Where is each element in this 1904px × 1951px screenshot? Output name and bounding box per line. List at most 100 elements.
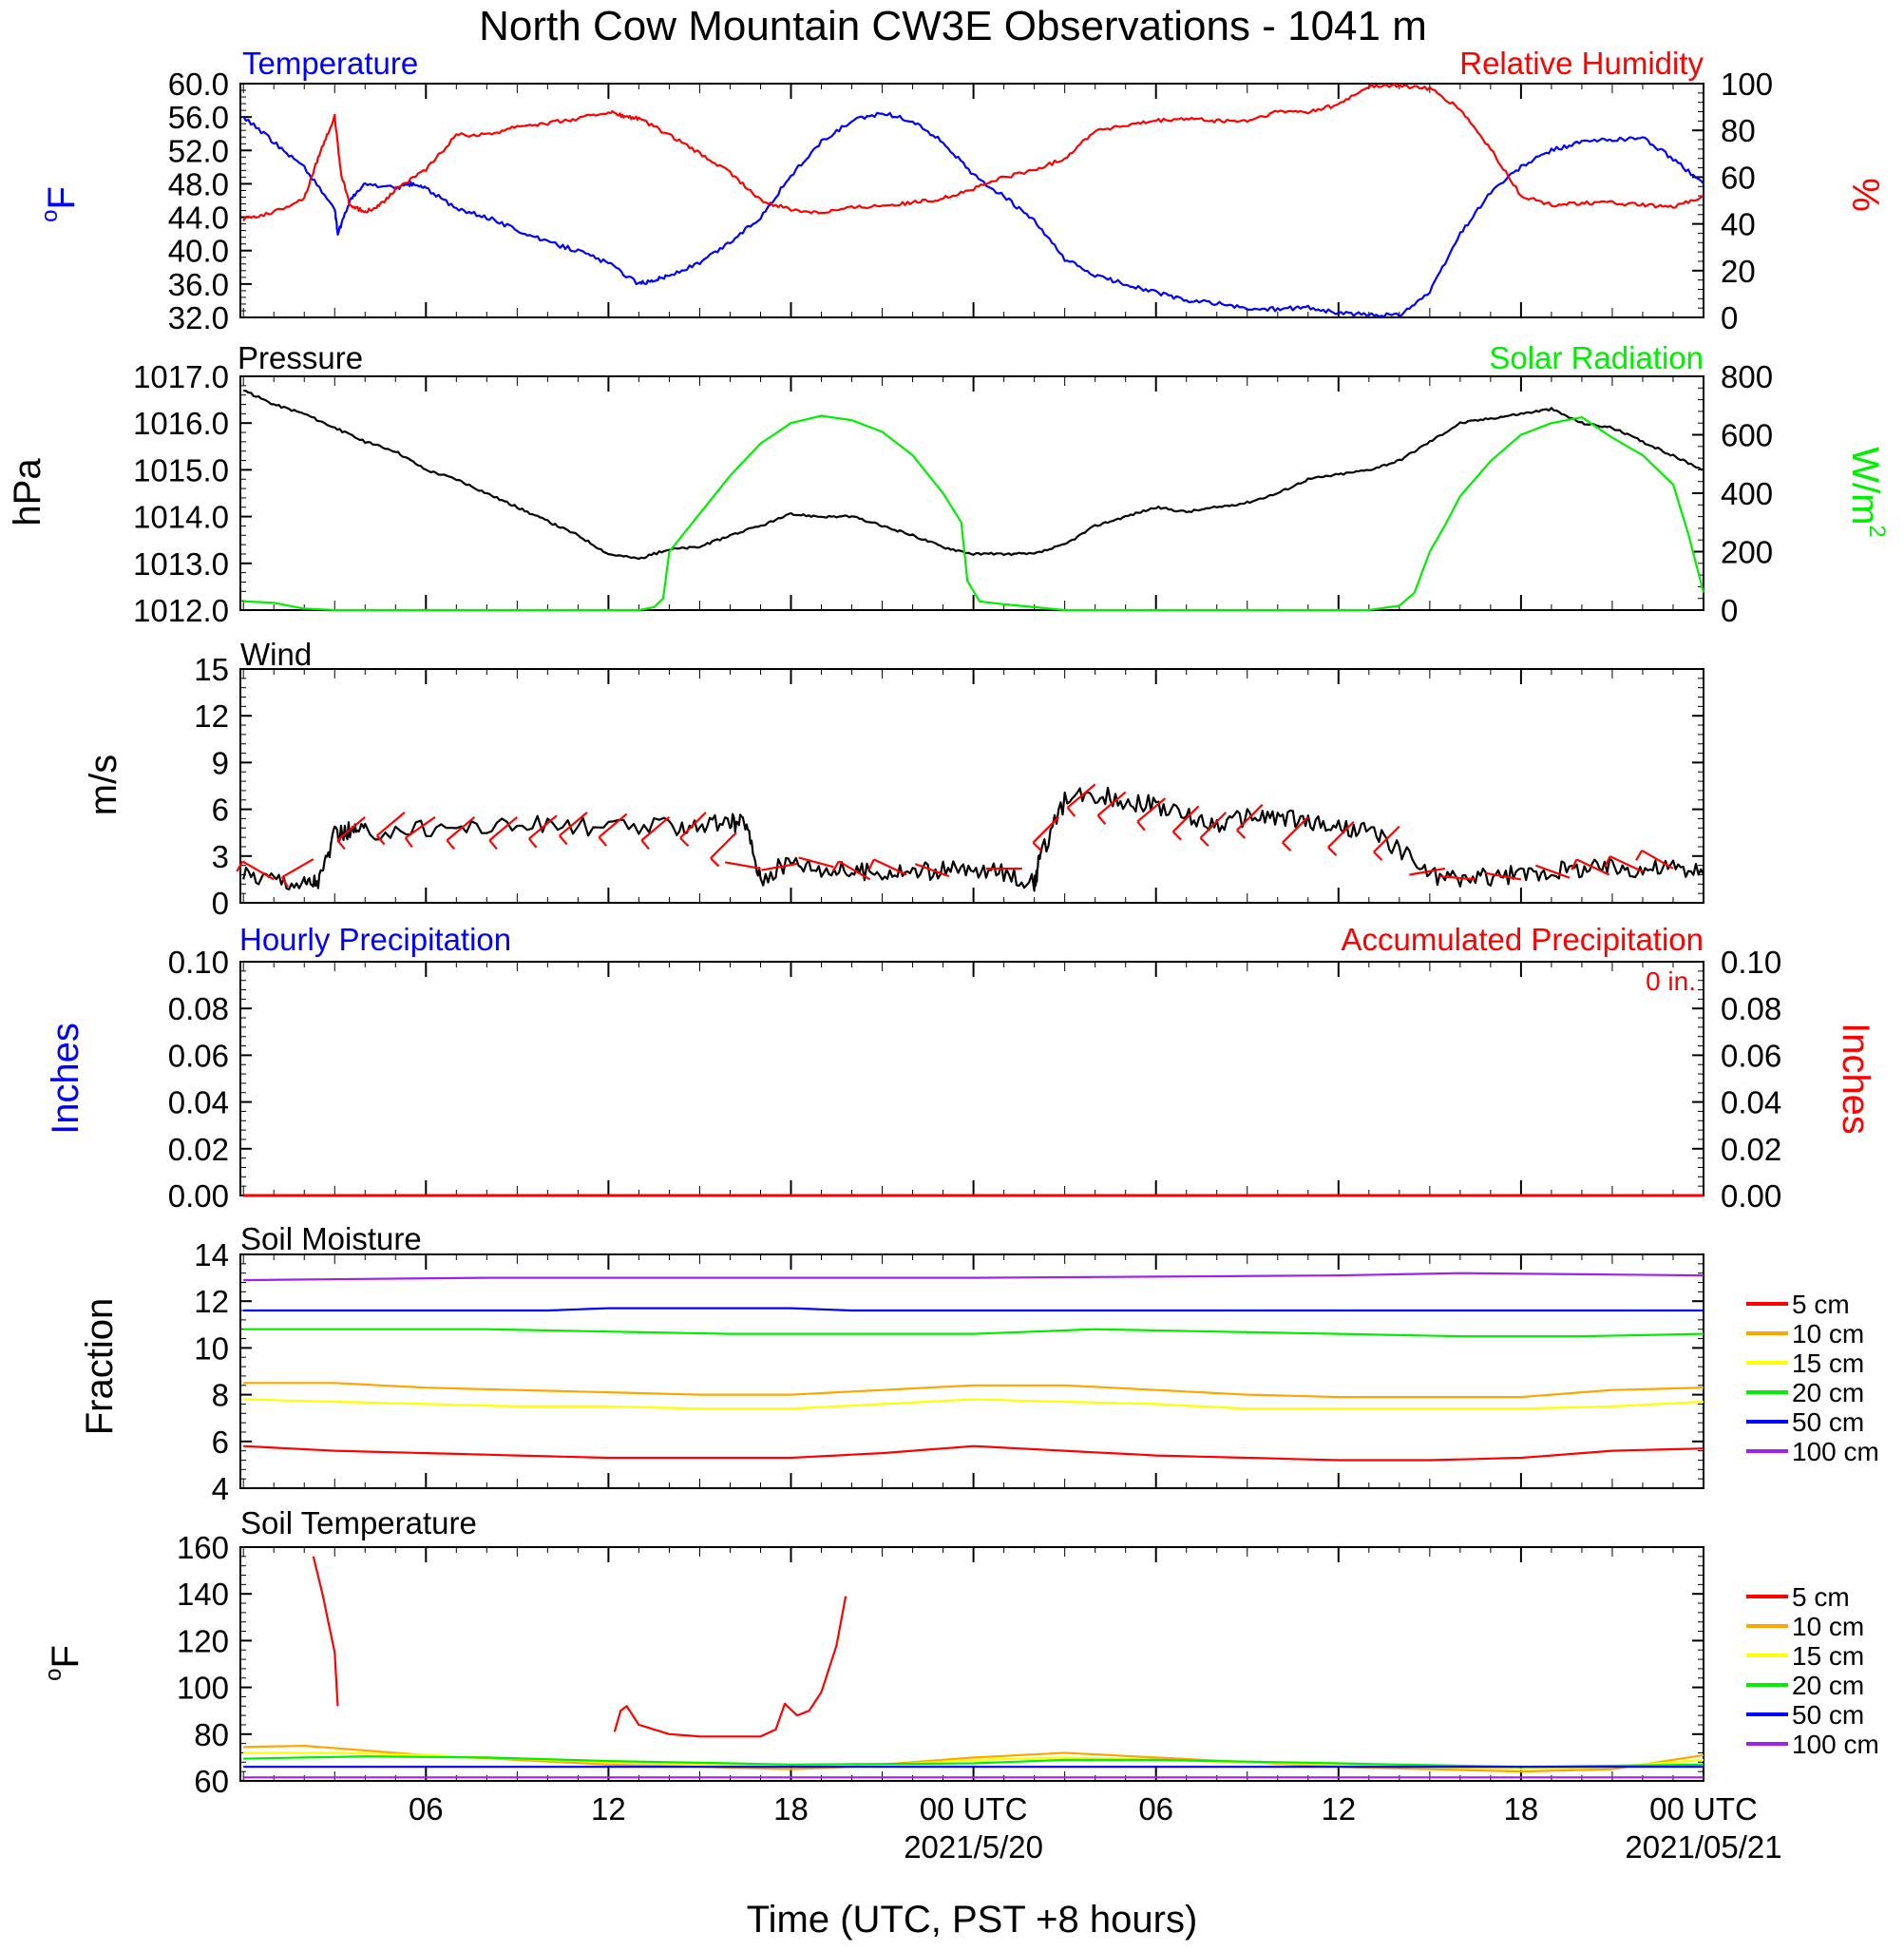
- pressure-solar-solar-radiation-line: [243, 414, 1705, 612]
- y-tick-label: 36.0: [168, 267, 229, 302]
- wind-barb: [446, 815, 476, 842]
- legend-label: 10 cm: [1792, 1612, 1864, 1641]
- wind-barb: [488, 815, 519, 842]
- temperature-unit: oF: [37, 186, 83, 222]
- wind-barb-flag: [710, 857, 720, 868]
- panel-frame: [239, 961, 1704, 1196]
- wind-barb-flag: [1096, 814, 1107, 825]
- legend-label: 50 cm: [1792, 1700, 1864, 1730]
- soil-temp-15-cm-line: [243, 1751, 1704, 1770]
- y-tick-label: 9: [212, 745, 229, 780]
- wind-barb: [528, 814, 558, 840]
- panel-soil-temperature: Soil Temperature 160 140 120 100 80 60 oF 5 c…: [41, 1505, 1879, 1799]
- wind-barb-flag: [1236, 829, 1247, 839]
- wind-barb: [724, 861, 761, 870]
- unit-letter: F: [45, 1645, 86, 1668]
- degree-sign: o: [41, 1669, 67, 1681]
- y-tick-label: 0.02: [168, 1132, 229, 1167]
- y-tick-label: 0: [1721, 593, 1738, 628]
- svg-text:Inches: Inches: [1835, 1023, 1876, 1135]
- wind-barb-flag: [528, 837, 538, 849]
- soil-temperature-ticks: 160 140 120 100 80 60: [177, 1530, 1704, 1799]
- legend-label: 100 cm: [1792, 1730, 1879, 1759]
- wind-barb: [1066, 783, 1096, 809]
- wind-barb-flag: [1571, 858, 1578, 870]
- y-tick-label: 40.0: [168, 234, 229, 269]
- wind-barb: [1609, 855, 1644, 873]
- x-axis-label: Time (UTC, PST +8 hours): [747, 1899, 1198, 1941]
- pressure-title: Pressure: [238, 340, 363, 375]
- y-tick-label: 1012.0: [133, 593, 229, 628]
- y-tick-label: 8: [212, 1378, 229, 1413]
- wind-ticks: 15 12 9 6 3 0: [194, 652, 1704, 921]
- wind-barb: [1373, 825, 1400, 853]
- legend-label: 100 cm: [1792, 1437, 1879, 1466]
- solar-unit: W/m2: [1844, 447, 1890, 538]
- y-tick-label: 14: [194, 1237, 229, 1272]
- wind-barb-flag: [831, 860, 840, 872]
- y-tick-label: 0.06: [1721, 1038, 1781, 1073]
- temperature-title: Temperature: [242, 46, 418, 81]
- svg-text:oF: oF: [37, 186, 83, 222]
- humidity-ticks: 100 80 60 40 20 0: [1692, 67, 1773, 335]
- soil-temp-5-cm-line: [312, 1556, 339, 1707]
- x-tick-label: 00 UTC: [920, 1791, 1028, 1827]
- x-tick-label: 12: [591, 1791, 626, 1827]
- panel-frame: [239, 83, 1704, 318]
- wind-barb: [1575, 858, 1610, 876]
- y-tick-label: 0.02: [1721, 1132, 1781, 1167]
- wind-barb-flag: [1136, 820, 1146, 832]
- wind-barb: [1199, 812, 1228, 839]
- y-tick-label: 15: [194, 652, 229, 687]
- y-tick-label: 1015.0: [133, 452, 229, 488]
- y-tick-label: 0.00: [1721, 1178, 1781, 1214]
- y-tick-label: 40: [1721, 207, 1756, 242]
- wind-barb: [336, 815, 366, 842]
- wind-barb-flag: [446, 839, 455, 851]
- temperature-ticks: 60.056.052.048.044.040.036.032.0: [168, 67, 252, 335]
- wind-barb-flag: [336, 839, 346, 851]
- soil-moisture-50-cm-line: [243, 1307, 1704, 1312]
- legend-label: 5 cm: [1792, 1582, 1850, 1612]
- wind-barb: [679, 812, 707, 839]
- y-tick-label: 1014.0: [133, 500, 229, 535]
- soil-moisture-unit: Fraction: [79, 1298, 121, 1436]
- svg-text:Inches: Inches: [45, 1023, 86, 1135]
- wind-barb-flag: [598, 836, 608, 847]
- soil-moisture-10-cm-line: [243, 1382, 1704, 1399]
- pressure-solar-pressure-line: [243, 389, 1704, 561]
- y-tick-label: 0: [1721, 300, 1738, 335]
- y-tick-label: 120: [177, 1623, 229, 1658]
- y-tick-label: 80: [1721, 113, 1756, 148]
- y-tick-label: 1017.0: [133, 359, 229, 394]
- x-date-label: 2021/5/20: [904, 1829, 1043, 1865]
- y-tick-label: 100: [1721, 67, 1773, 102]
- legend-label: 15 cm: [1792, 1641, 1864, 1671]
- y-tick-label: 6: [212, 793, 229, 828]
- precip-left-unit: Inches: [45, 1023, 86, 1135]
- svg-text:hPa: hPa: [7, 458, 48, 526]
- precip-left-ticks: 0.10 0.08 0.06 0.04 0.02 0.00: [168, 945, 252, 1214]
- x-tick-label: 18: [773, 1791, 809, 1827]
- wind-barb: [1409, 867, 1446, 876]
- panel-pressure-solar: Pressure Solar Radiation 1017.01016.0101…: [7, 340, 1890, 628]
- wind-barb: [1641, 849, 1674, 870]
- y-tick-label: 0.04: [1721, 1085, 1781, 1120]
- x-tick-label: 12: [1321, 1791, 1356, 1827]
- y-tick-label: 0.08: [168, 991, 229, 1026]
- y-tick-label: 1013.0: [133, 546, 229, 582]
- chart-title: North Cow Mountain CW3E Observations - 1…: [479, 3, 1427, 49]
- soil-moisture-15-cm-line: [243, 1398, 1704, 1410]
- panel-soil-moisture: Soil Moisture 14 12 10 8 6 4 Fraction 5 cm10 …: [79, 1221, 1879, 1506]
- wind-barb: [914, 863, 950, 878]
- wind-barb-flag: [559, 834, 568, 846]
- wind-barb: [640, 815, 671, 842]
- y-tick-label: 200: [1721, 535, 1773, 570]
- y-tick-label: 0.10: [168, 945, 229, 980]
- y-tick-label: 3: [212, 839, 229, 874]
- wind-title: Wind: [240, 637, 312, 672]
- wind-barb: [761, 862, 798, 871]
- y-tick-label: 12: [194, 1284, 229, 1319]
- y-tick-label: 400: [1721, 476, 1773, 511]
- wind-barb-flag: [1282, 841, 1292, 851]
